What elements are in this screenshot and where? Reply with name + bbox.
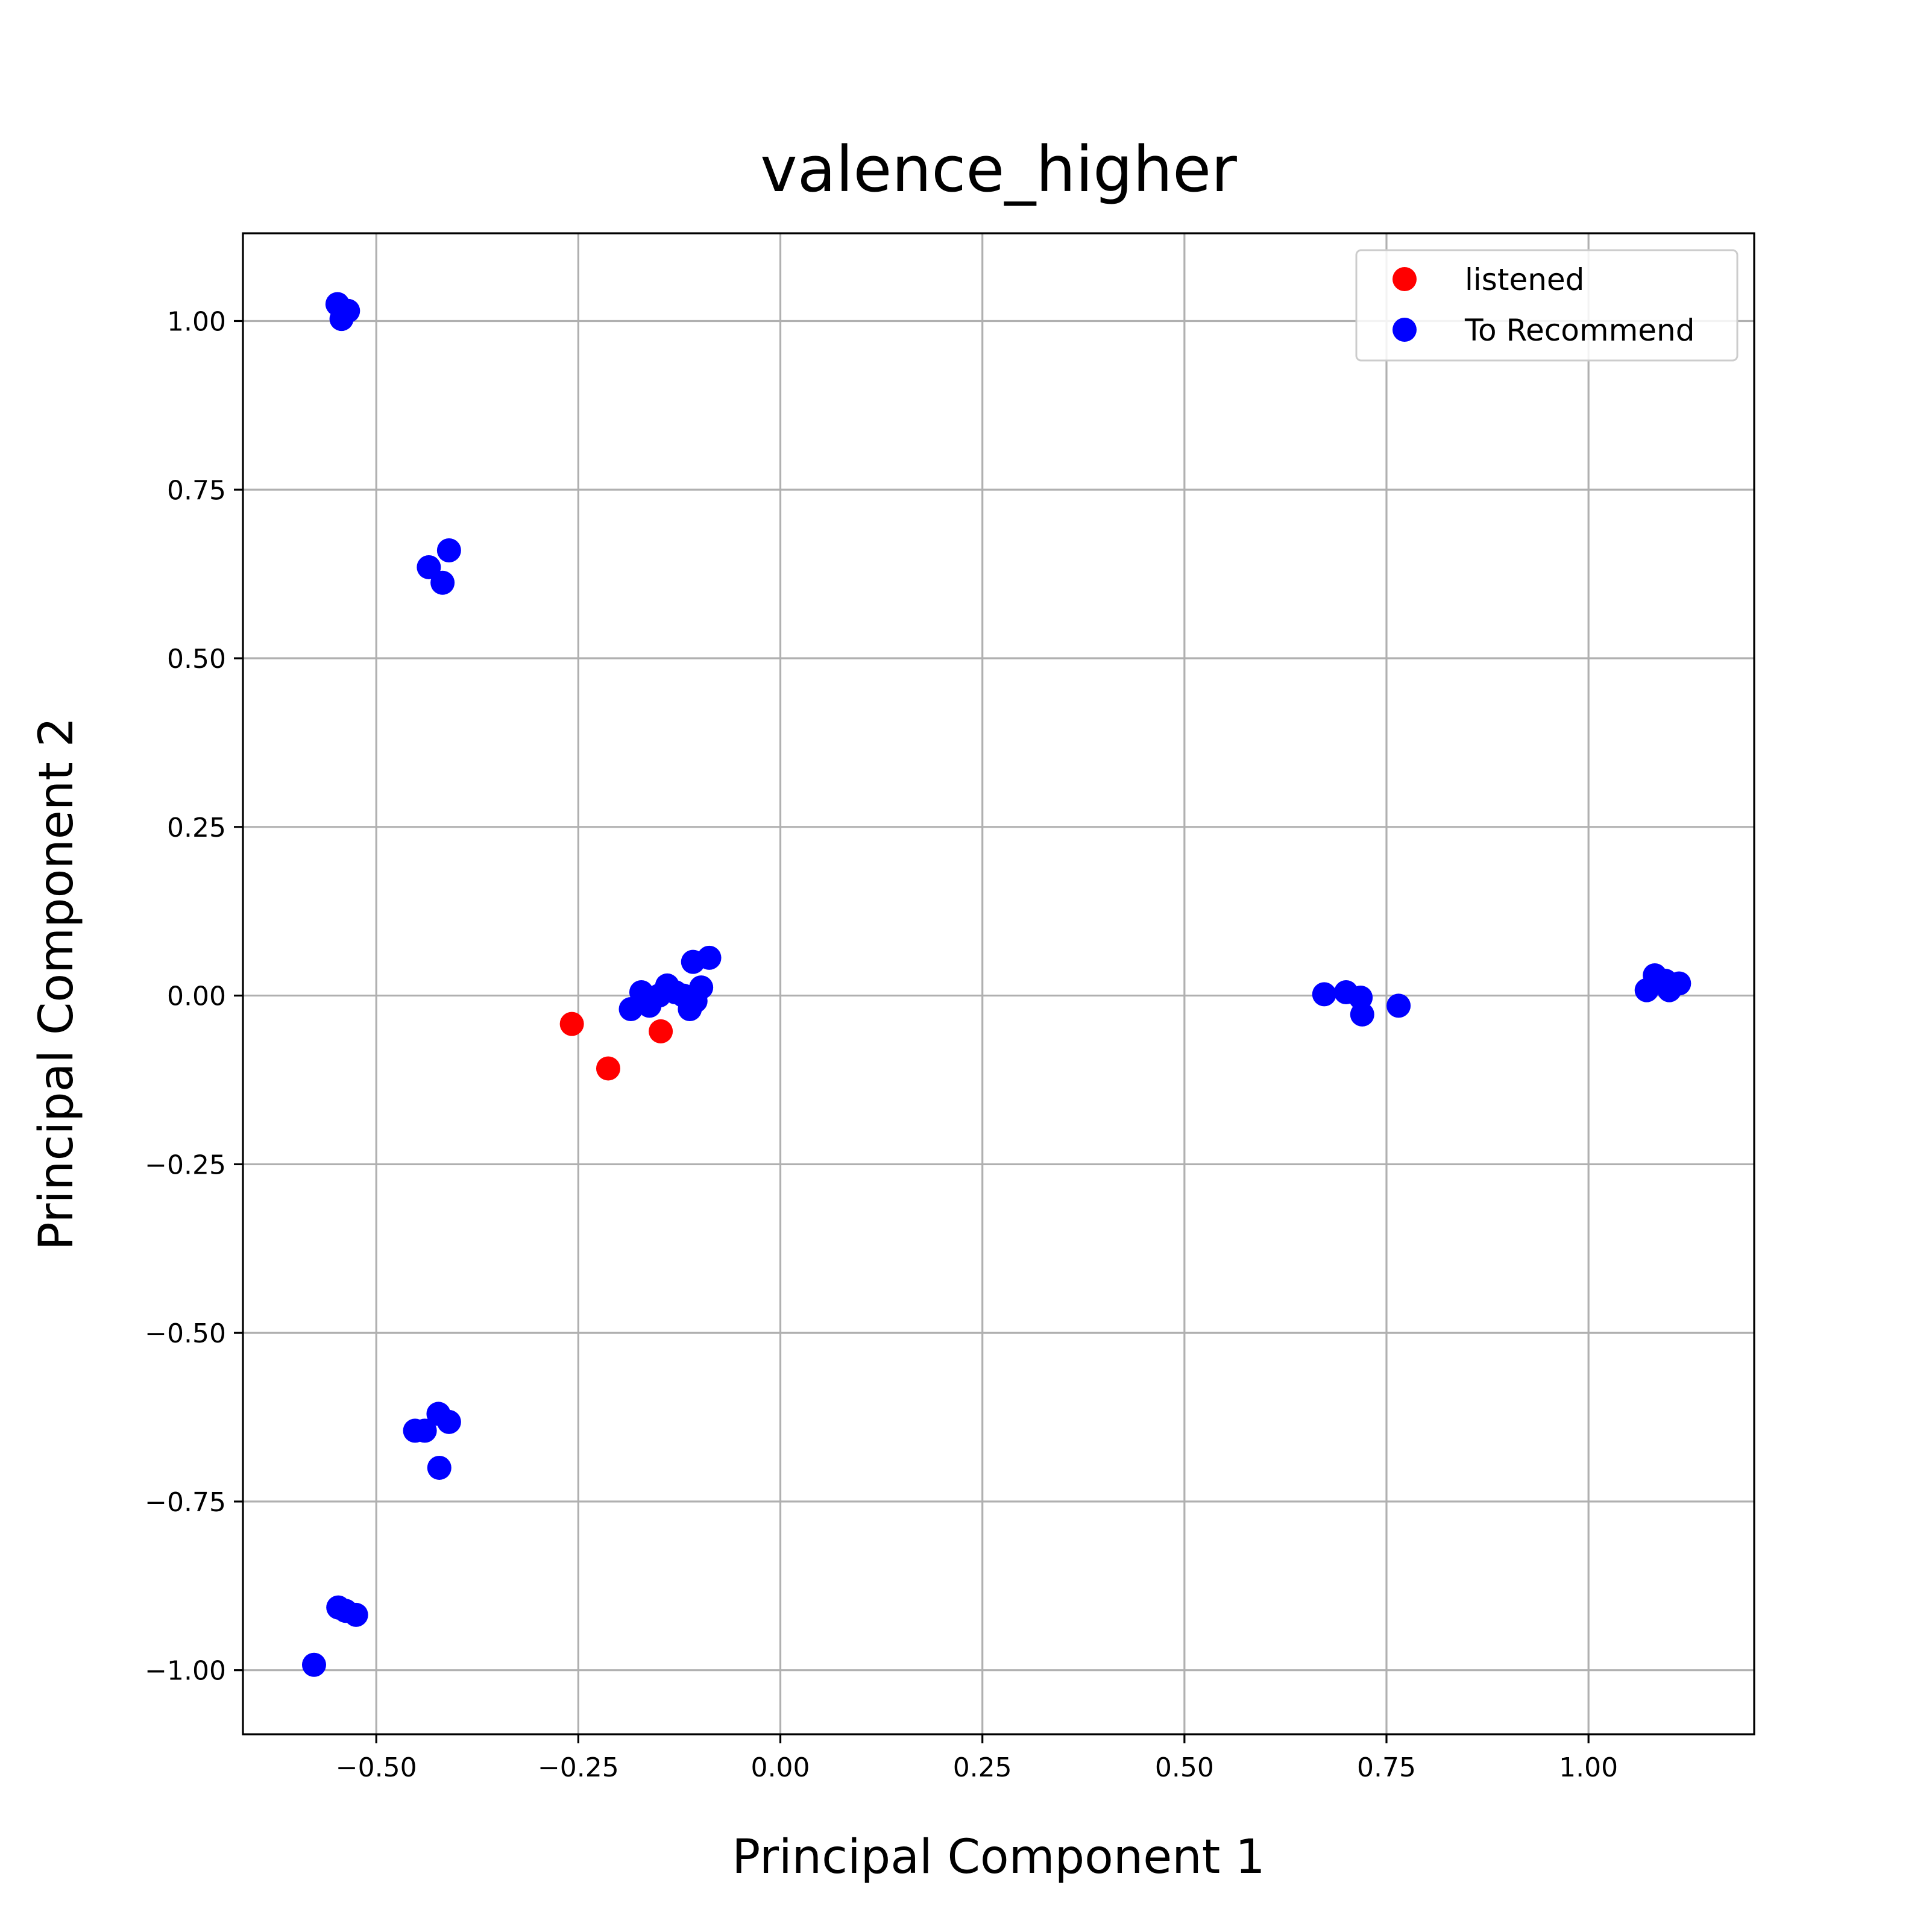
x-tick-label: 0.50 bbox=[1155, 1752, 1214, 1783]
data-point bbox=[436, 538, 461, 562]
y-tick-label: −1.00 bbox=[145, 1656, 226, 1687]
legend-label: listened bbox=[1465, 262, 1584, 297]
data-point bbox=[1386, 993, 1411, 1018]
ticks-layer: −0.50 −0.25 0.00 0.25 0.50 0.75 1.00 −1.00 −0.75… bbox=[145, 306, 1618, 1783]
y-tick-label: 0.50 bbox=[167, 644, 226, 675]
data-point bbox=[430, 570, 455, 595]
y-tick-label: 1.00 bbox=[167, 306, 226, 337]
grid-layer bbox=[243, 233, 1754, 1734]
y-tick-label: −0.50 bbox=[145, 1318, 226, 1349]
data-point bbox=[301, 1652, 326, 1677]
plot-frame bbox=[242, 232, 1755, 1735]
points-layer bbox=[301, 292, 1691, 1677]
y-tick-label: 0.00 bbox=[167, 981, 226, 1012]
data-point bbox=[559, 1012, 584, 1036]
y-axis-label: Principal Component 2 bbox=[30, 717, 84, 1250]
data-point bbox=[1350, 1002, 1374, 1027]
chart-title: valence_higher bbox=[760, 133, 1237, 206]
data-point bbox=[417, 555, 441, 579]
legend-marker bbox=[1392, 267, 1417, 291]
x-tick-label: 0.75 bbox=[1357, 1752, 1416, 1783]
data-point bbox=[1312, 982, 1336, 1007]
data-point bbox=[427, 1455, 452, 1480]
data-point bbox=[649, 1019, 673, 1043]
data-point bbox=[412, 1418, 437, 1443]
data-point bbox=[1667, 971, 1691, 996]
series-1 bbox=[301, 292, 1691, 1677]
x-tick-label: 0.25 bbox=[953, 1752, 1012, 1783]
y-tick-label: 0.75 bbox=[167, 475, 226, 506]
data-point bbox=[596, 1056, 620, 1081]
y-tick-label: 0.25 bbox=[167, 813, 226, 843]
legend: listened To Recommend bbox=[1355, 249, 1739, 362]
data-point bbox=[344, 1602, 368, 1627]
data-point bbox=[436, 1409, 461, 1434]
x-tick-label: −0.25 bbox=[538, 1752, 619, 1783]
x-axis-label: Principal Component 1 bbox=[732, 1830, 1265, 1884]
x-tick-label: 0.00 bbox=[751, 1752, 810, 1783]
x-tick-label: 1.00 bbox=[1559, 1752, 1618, 1783]
data-point bbox=[329, 307, 354, 332]
legend-box bbox=[1355, 249, 1739, 362]
x-tick-label: −0.50 bbox=[336, 1752, 417, 1783]
data-point bbox=[697, 945, 722, 970]
legend-marker bbox=[1392, 318, 1417, 342]
legend-label: To Recommend bbox=[1464, 313, 1695, 348]
data-point bbox=[689, 975, 714, 1000]
series-0 bbox=[559, 1012, 673, 1081]
y-tick-label: −0.75 bbox=[145, 1487, 226, 1518]
y-tick-label: −0.25 bbox=[145, 1150, 226, 1180]
